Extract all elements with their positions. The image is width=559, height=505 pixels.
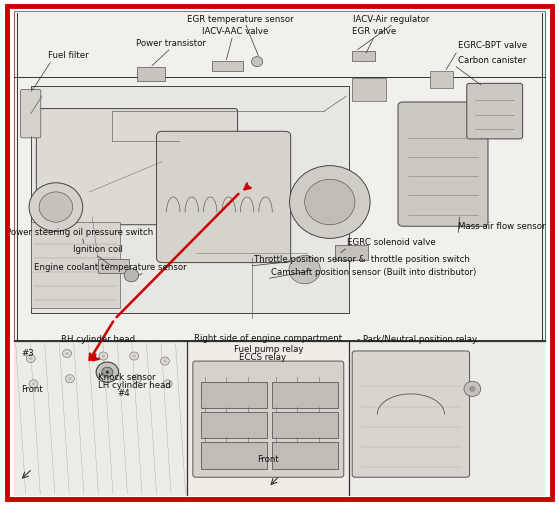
Bar xyxy=(137,67,165,81)
Circle shape xyxy=(65,352,69,355)
Circle shape xyxy=(32,382,35,385)
Bar xyxy=(31,86,349,313)
Text: Knock sensor: Knock sensor xyxy=(98,373,155,382)
Bar xyxy=(201,412,267,438)
Bar xyxy=(352,50,375,61)
Circle shape xyxy=(163,380,172,388)
Circle shape xyxy=(65,375,74,383)
Circle shape xyxy=(464,381,481,396)
Circle shape xyxy=(39,192,73,222)
Text: - Park/Neutral position relay: - Park/Neutral position relay xyxy=(357,335,477,344)
Text: EGR temperature sensor: EGR temperature sensor xyxy=(187,15,293,24)
Circle shape xyxy=(102,367,113,377)
Bar xyxy=(212,61,243,71)
Text: Fuel filter: Fuel filter xyxy=(48,50,88,60)
Circle shape xyxy=(132,375,141,383)
Circle shape xyxy=(130,352,139,360)
Bar xyxy=(201,382,267,408)
Circle shape xyxy=(102,355,105,358)
Circle shape xyxy=(29,380,38,388)
Circle shape xyxy=(132,355,136,358)
Circle shape xyxy=(29,183,83,231)
Text: Fuel pump relay: Fuel pump relay xyxy=(234,344,303,354)
Circle shape xyxy=(124,269,139,282)
Circle shape xyxy=(68,377,72,380)
Bar xyxy=(31,222,120,308)
Text: Mass air flow sensor: Mass air flow sensor xyxy=(458,222,546,231)
Text: #3: #3 xyxy=(21,348,34,358)
Circle shape xyxy=(160,357,169,365)
Text: Ignition coil: Ignition coil xyxy=(73,245,122,254)
FancyBboxPatch shape xyxy=(157,131,291,263)
FancyBboxPatch shape xyxy=(36,109,238,225)
Text: Front: Front xyxy=(21,385,43,394)
Text: EGR valve: EGR valve xyxy=(352,27,397,36)
FancyBboxPatch shape xyxy=(398,102,488,226)
Text: Carbon canister: Carbon canister xyxy=(458,56,527,65)
Bar xyxy=(187,341,349,496)
Bar xyxy=(272,412,338,438)
Circle shape xyxy=(63,349,72,358)
Text: Right side of engine compartment: Right side of engine compartment xyxy=(195,334,342,343)
Circle shape xyxy=(166,382,169,385)
Circle shape xyxy=(96,362,119,382)
FancyBboxPatch shape xyxy=(352,351,470,477)
Circle shape xyxy=(26,355,35,363)
FancyBboxPatch shape xyxy=(21,89,41,138)
Text: RH cylinder head: RH cylinder head xyxy=(61,335,135,344)
Text: IACV-AAC valve: IACV-AAC valve xyxy=(202,27,268,36)
Circle shape xyxy=(290,166,370,238)
Text: Power transistor: Power transistor xyxy=(136,39,206,48)
Text: EGRC-BPT valve: EGRC-BPT valve xyxy=(458,41,528,51)
Text: ECCS relay: ECCS relay xyxy=(239,353,286,362)
Circle shape xyxy=(106,371,109,374)
Text: Camshaft position sensor (Built into distributor): Camshaft position sensor (Built into dis… xyxy=(271,268,476,277)
Bar xyxy=(14,341,187,496)
Circle shape xyxy=(289,256,320,284)
Bar xyxy=(272,442,338,469)
FancyBboxPatch shape xyxy=(467,83,523,139)
Circle shape xyxy=(469,386,476,392)
Text: LH cylinder head: LH cylinder head xyxy=(98,381,170,390)
Bar xyxy=(98,259,129,273)
Text: Engine coolant temperature sensor: Engine coolant temperature sensor xyxy=(34,263,186,272)
Circle shape xyxy=(99,352,108,360)
Text: IACV-Air regulator: IACV-Air regulator xyxy=(353,15,429,24)
Text: Front: Front xyxy=(258,454,279,464)
Circle shape xyxy=(163,360,167,363)
Bar xyxy=(430,71,453,88)
Bar xyxy=(352,78,386,101)
Circle shape xyxy=(252,57,263,67)
Bar xyxy=(14,11,545,341)
Text: #4: #4 xyxy=(117,389,130,398)
FancyBboxPatch shape xyxy=(193,361,344,477)
Bar xyxy=(335,245,368,260)
Circle shape xyxy=(305,179,355,225)
Bar xyxy=(272,382,338,408)
Text: EGRC solenoid valve: EGRC solenoid valve xyxy=(347,238,435,247)
Text: Throttle position sensor &  throttle position switch: Throttle position sensor & throttle posi… xyxy=(254,255,470,264)
Bar xyxy=(349,341,545,496)
Circle shape xyxy=(29,357,32,360)
Text: Power steering oil pressure switch: Power steering oil pressure switch xyxy=(6,228,153,237)
Bar xyxy=(201,442,267,469)
Circle shape xyxy=(135,377,139,380)
